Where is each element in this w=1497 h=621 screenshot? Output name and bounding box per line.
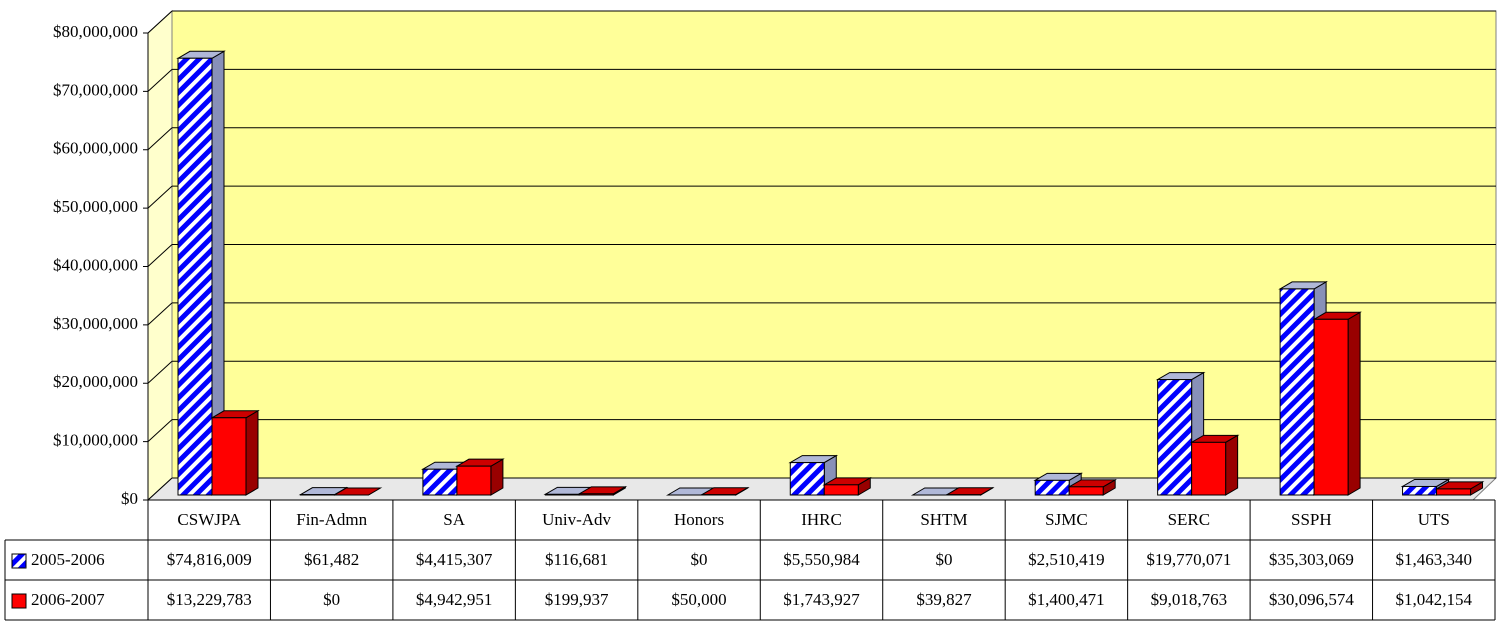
bar <box>1157 379 1193 496</box>
bar <box>1436 488 1472 496</box>
x-tick-label: SJMC <box>1045 510 1088 529</box>
x-tick-label: SSPH <box>1291 510 1332 529</box>
bar-top <box>332 487 383 496</box>
data-label: $199,937 <box>545 590 609 609</box>
data-label: $30,096,574 <box>1269 590 1355 609</box>
legend-key <box>11 593 27 609</box>
y-tick-label: $20,000,000 <box>53 372 138 391</box>
data-label: $13,229,783 <box>167 590 252 609</box>
y-tick-label: $0 <box>121 489 138 508</box>
bar-side <box>1225 434 1239 496</box>
y-tick-label: $50,000,000 <box>53 197 138 216</box>
data-label: $4,415,307 <box>416 550 493 569</box>
bar <box>1402 485 1438 496</box>
data-label: $39,827 <box>916 590 972 609</box>
x-tick-label: SA <box>443 510 465 529</box>
bar <box>211 417 247 496</box>
bar-side <box>245 409 259 496</box>
data-label: $61,482 <box>304 550 359 569</box>
y-tick-label: $70,000,000 <box>53 80 138 99</box>
x-tick-label: Honors <box>674 510 724 529</box>
y-tick-label: $30,000,000 <box>53 314 138 333</box>
data-label: $5,550,984 <box>783 550 860 569</box>
grid-line <box>147 185 173 209</box>
bar <box>1279 288 1315 496</box>
data-label: $19,770,071 <box>1146 550 1231 569</box>
data-label: $4,942,951 <box>416 590 493 609</box>
bar <box>544 493 580 496</box>
x-tick-label: UTS <box>1418 510 1450 529</box>
grid-line <box>147 360 173 384</box>
bar <box>422 468 458 496</box>
grid-line <box>147 127 173 151</box>
data-label: $1,042,154 <box>1396 590 1473 609</box>
data-label: $1,463,340 <box>1396 550 1473 569</box>
x-tick-label: Univ-Adv <box>542 510 611 529</box>
legend-label: 2006-2007 <box>31 590 105 609</box>
data-label: $0 <box>323 590 340 609</box>
data-label: $0 <box>935 550 952 569</box>
x-tick-label: IHRC <box>801 510 842 529</box>
bar <box>823 484 859 496</box>
data-label: $74,816,009 <box>167 550 252 569</box>
x-tick-label: CSWJPA <box>177 510 241 529</box>
bar <box>456 465 492 496</box>
grid-line <box>147 477 173 501</box>
bar <box>578 493 614 496</box>
x-tick-label: SERC <box>1168 510 1211 529</box>
data-label: $1,400,471 <box>1028 590 1105 609</box>
grid-line <box>147 419 173 442</box>
data-label: $9,018,763 <box>1151 590 1228 609</box>
bar <box>1313 318 1349 496</box>
legend-key <box>11 553 27 569</box>
bar <box>1034 479 1070 496</box>
data-label: $1,743,927 <box>783 590 860 609</box>
grid-line <box>147 69 173 92</box>
y-tick-label: $10,000,000 <box>53 431 138 450</box>
x-tick-label: Fin-Admn <box>296 510 367 529</box>
data-label: $50,000 <box>671 590 726 609</box>
data-label: $35,303,069 <box>1269 550 1354 569</box>
grid-line <box>147 302 173 326</box>
bar <box>789 462 825 496</box>
data-label: $0 <box>691 550 708 569</box>
y-tick-label: $40,000,000 <box>53 255 138 274</box>
bar <box>1191 441 1227 496</box>
grid-line <box>147 10 173 34</box>
data-label: $2,510,419 <box>1028 550 1105 569</box>
bar-side <box>1347 311 1361 496</box>
data-label: $116,681 <box>545 550 608 569</box>
y-tick-label: $80,000,000 <box>53 22 138 41</box>
x-tick-label: SHTM <box>920 510 967 529</box>
y-tick-label: $60,000,000 <box>53 139 138 158</box>
bar <box>1068 486 1104 496</box>
legend-label: 2005-2006 <box>31 550 105 569</box>
grid-line <box>147 244 173 267</box>
bar <box>177 57 213 496</box>
